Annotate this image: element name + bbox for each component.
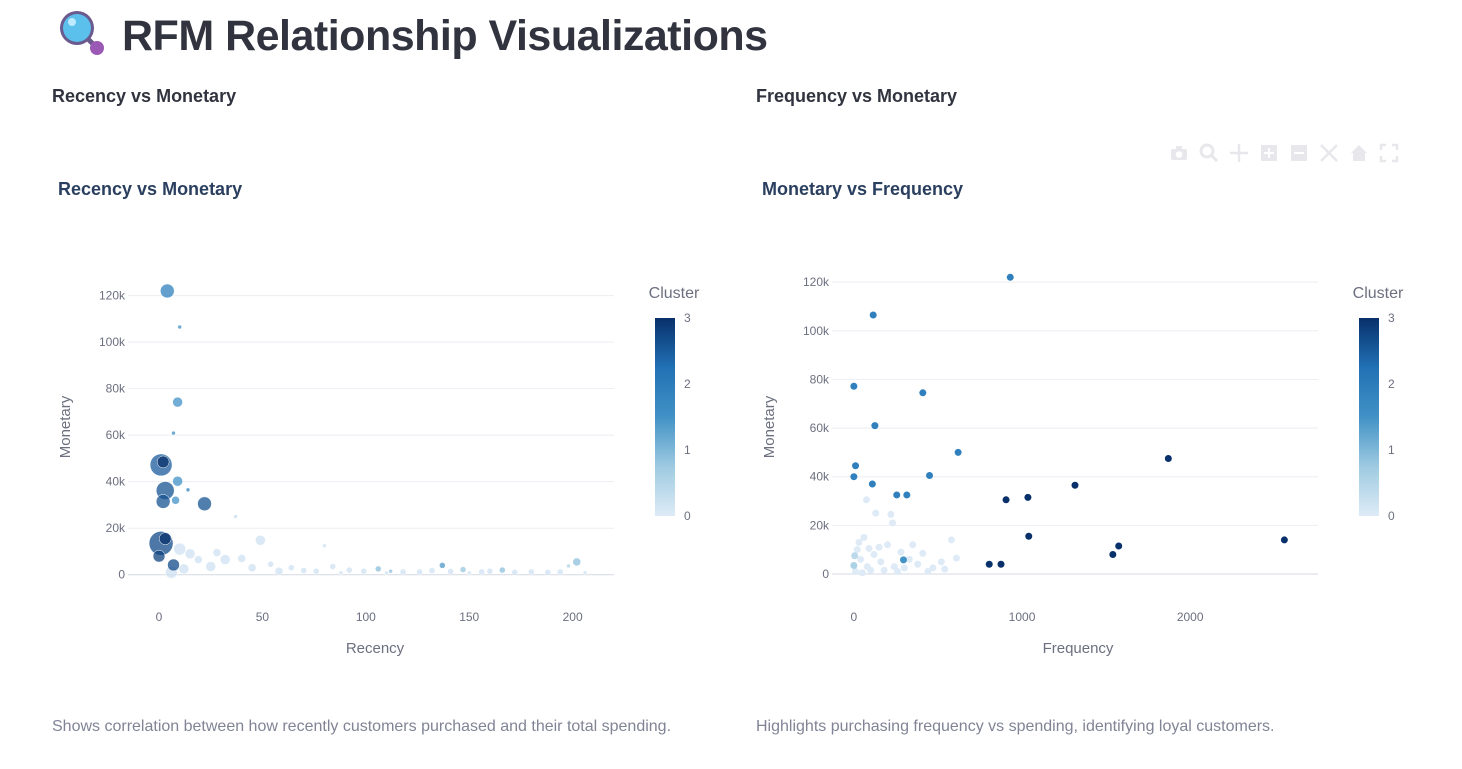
data-point[interactable] — [582, 570, 588, 575]
data-point[interactable] — [172, 396, 183, 408]
page-title: RFM Relationship Visualizations — [58, 6, 768, 66]
data-point[interactable] — [158, 532, 172, 545]
data-point[interactable] — [167, 558, 180, 572]
x-tick-label: 200 — [563, 610, 583, 624]
data-point[interactable] — [184, 548, 196, 560]
x-tick-label: 150 — [459, 610, 479, 624]
data-point[interactable] — [544, 569, 552, 576]
data-point[interactable] — [171, 430, 176, 436]
page-title-text: RFM Relationship Visualizations — [122, 11, 768, 60]
y-tick-label: 0 — [118, 568, 125, 582]
data-point[interactable] — [172, 475, 183, 487]
magnifying-glass-icon — [58, 9, 108, 64]
data-point[interactable] — [300, 567, 308, 574]
reset-axes-icon[interactable] — [1348, 142, 1369, 163]
pan-icon[interactable] — [1228, 142, 1249, 163]
section-heading-frequency-monetary: Frequency vs Monetary — [756, 86, 958, 106]
x-tick-label: 50 — [256, 610, 270, 624]
y-tick-label: 40k — [106, 475, 126, 489]
data-point[interactable] — [566, 563, 571, 569]
caption-frequency-monetary: Highlights purchasing frequency vs spend… — [756, 718, 1275, 735]
data-point[interactable] — [388, 568, 393, 574]
data-point[interactable] — [338, 570, 344, 576]
data-point[interactable] — [177, 324, 182, 330]
zoom-out-icon[interactable] — [1288, 142, 1309, 163]
section-heading-recency-monetary: Recency vs Monetary — [52, 86, 237, 106]
data-point[interactable] — [255, 535, 266, 546]
data-point[interactable] — [374, 565, 382, 573]
zoom-icon[interactable] — [1198, 142, 1219, 163]
colorbar-tick-label: 0 — [684, 509, 691, 523]
data-point[interactable] — [511, 569, 518, 576]
data-point[interactable] — [466, 570, 472, 576]
data-point[interactable] — [384, 570, 389, 576]
data-point[interactable] — [267, 561, 274, 568]
data-point[interactable] — [459, 566, 467, 573]
data-point[interactable] — [346, 566, 353, 574]
caption-recency-monetary: Shows correlation between how recently c… — [52, 718, 672, 735]
data-point[interactable] — [160, 283, 175, 299]
x-tick-label: 0 — [156, 610, 163, 624]
data-point[interactable] — [197, 496, 212, 512]
y-tick-label: 100k — [99, 335, 126, 349]
autoscale-icon[interactable] — [1318, 142, 1339, 163]
data-point[interactable] — [416, 568, 423, 576]
data-point[interactable] — [556, 568, 564, 576]
y-tick-label: 120k — [99, 289, 126, 303]
data-point[interactable] — [194, 555, 203, 564]
x-axis-title: Recency — [346, 640, 405, 657]
x-tick-label: 100 — [356, 610, 376, 624]
data-point[interactable] — [185, 487, 191, 493]
data-point[interactable] — [322, 543, 327, 548]
colorbar-title: Cluster — [649, 285, 700, 302]
zoom-in-icon[interactable] — [1258, 142, 1279, 163]
data-point[interactable] — [447, 568, 454, 575]
y-tick-label: 60k — [106, 428, 126, 442]
data-point[interactable] — [360, 567, 368, 575]
data-point[interactable] — [205, 561, 216, 572]
camera-icon[interactable] — [1168, 142, 1189, 163]
y-axis-title: Monetary — [57, 395, 74, 458]
data-point[interactable] — [439, 562, 446, 569]
colorbar-tick-label: 2 — [684, 377, 691, 391]
data-point[interactable] — [486, 567, 494, 575]
chart-title-monetary-frequency: Monetary vs Frequency — [762, 179, 964, 199]
data-point[interactable] — [212, 548, 222, 557]
y-tick-label: 80k — [106, 382, 126, 396]
colorbar — [655, 318, 675, 516]
data-point[interactable] — [478, 568, 485, 576]
chart-title-recency-monetary: Recency vs Monetary — [58, 179, 243, 199]
data-point[interactable] — [178, 563, 190, 575]
chart-toolbar — [1168, 142, 1399, 163]
data-point[interactable] — [399, 568, 407, 576]
data-point[interactable] — [219, 554, 231, 565]
data-point[interactable] — [247, 563, 257, 572]
data-point[interactable] — [274, 566, 284, 576]
data-point[interactable] — [233, 514, 238, 519]
fullscreen-icon[interactable] — [1378, 142, 1399, 163]
data-point[interactable] — [152, 549, 166, 563]
data-point[interactable] — [155, 494, 171, 509]
data-point[interactable] — [572, 557, 582, 567]
data-point[interactable] — [312, 567, 320, 575]
data-point[interactable] — [173, 542, 186, 556]
colorbar-tick-label: 3 — [684, 311, 691, 325]
data-point[interactable] — [288, 564, 295, 571]
data-point[interactable] — [171, 496, 180, 505]
data-point[interactable] — [237, 554, 246, 563]
data-point[interactable] — [499, 566, 506, 574]
colorbar-tick-label: 1 — [684, 443, 691, 457]
data-point[interactable] — [156, 455, 170, 469]
y-tick-label: 20k — [106, 521, 126, 535]
data-point[interactable] — [428, 567, 436, 574]
data-point[interactable] — [528, 568, 535, 576]
data-point[interactable] — [329, 563, 336, 570]
